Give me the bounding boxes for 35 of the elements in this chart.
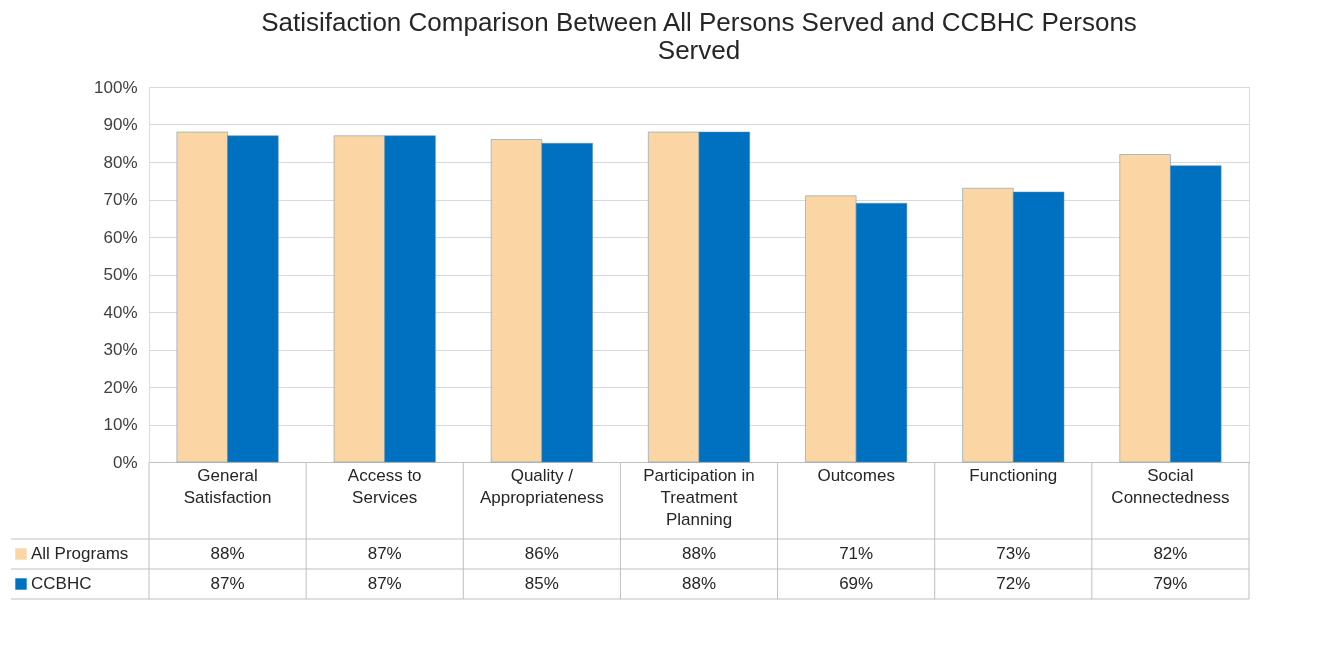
- chart-title: Satisifaction Comparison Between All Persons Served and CCBHC Persons Served: [261, 7, 1137, 65]
- legend-label: CCBHC: [31, 574, 92, 593]
- y-tick-label: 80%: [103, 152, 138, 172]
- data-label: 88%: [681, 574, 717, 593]
- y-tick-label: 60%: [103, 227, 138, 247]
- x-tick-label: Quality / Appropriateness: [479, 466, 604, 507]
- data-label: 73%: [996, 544, 1031, 563]
- x-tick-label: Functioning: [969, 466, 1058, 485]
- y-tick-label: 100%: [94, 77, 138, 97]
- x-tick-label: Outcomes: [817, 466, 895, 485]
- x-tick-label: Social Connectedness: [1111, 466, 1230, 507]
- data-label: 69%: [839, 574, 874, 593]
- data-label: 87%: [367, 544, 402, 563]
- legend-label: All Programs: [31, 544, 129, 563]
- y-tick-label: 50%: [103, 265, 138, 284]
- data-label: 82%: [1153, 544, 1188, 563]
- y-tick-label: 90%: [103, 115, 138, 134]
- data-label: 88%: [681, 544, 717, 563]
- y-tick-label: 0%: [112, 452, 138, 472]
- y-tick-label: 20%: [103, 377, 138, 397]
- data-label: 87%: [210, 574, 245, 593]
- data-label: 79%: [1153, 574, 1188, 593]
- data-label: 86%: [524, 544, 559, 563]
- y-tick-label: 30%: [103, 340, 138, 359]
- data-label: 87%: [367, 574, 402, 593]
- x-tick-label: Participation in Treatment Planning: [643, 466, 755, 529]
- data-label: 72%: [996, 574, 1031, 593]
- x-tick-label: Access to Services: [347, 466, 422, 507]
- data-label: 71%: [839, 544, 874, 563]
- y-tick-label: 10%: [103, 415, 138, 434]
- y-tick-label: 70%: [103, 190, 138, 209]
- data-label: 85%: [524, 574, 559, 593]
- y-tick-label: 40%: [103, 302, 138, 322]
- data-label: 88%: [210, 544, 245, 563]
- x-tick-label: General Satisfaction: [183, 466, 272, 507]
